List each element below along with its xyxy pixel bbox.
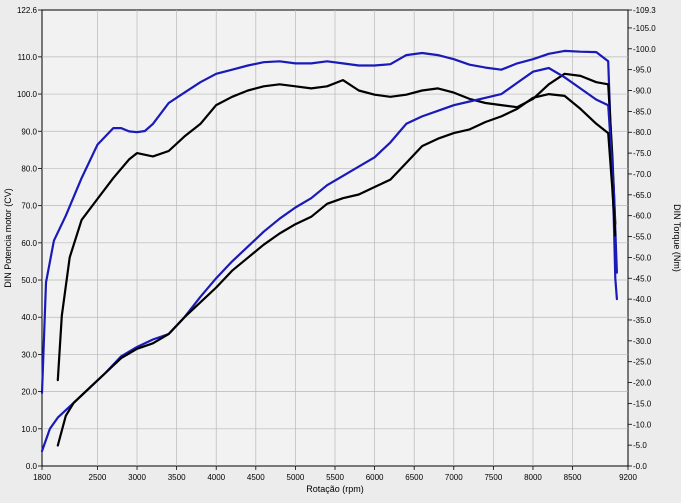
y-right-tick-label: -65.0 — [633, 191, 652, 200]
y-right-tick-label: -40.0 — [633, 295, 652, 304]
y-left-tick-label: 50.0 — [21, 276, 37, 285]
y-axis-right: -0.0 -5.0 -10.0 -15.0 -20.0 -25.0 -30.0 -35.0 -4… — [628, 6, 656, 471]
x-tick-label: 7500 — [484, 473, 502, 482]
x-tick-label: 8000 — [524, 473, 542, 482]
power-curve-black — [56, 92, 617, 447]
y-axis-right-title: DIN Torque (Nm) — [672, 204, 681, 272]
y-right-tick-label: -60.0 — [633, 212, 652, 221]
x-tick-label: 5500 — [326, 473, 344, 482]
y-left-tick-label: 10.0 — [21, 425, 37, 434]
y-left-tick-label: 0.0 — [26, 462, 38, 471]
y-left-tick-label: 40.0 — [21, 313, 37, 322]
x-tick-label: 3500 — [168, 473, 186, 482]
y-right-tick-label: -15.0 — [633, 399, 652, 408]
x-tick-label: 4500 — [247, 473, 265, 482]
y-left-tick-label: 122.6 — [17, 6, 38, 15]
y-left-tick-label: 30.0 — [21, 350, 37, 359]
y-right-tick-label: -35.0 — [633, 316, 652, 325]
x-tick-label: 1800 — [33, 473, 51, 482]
power-curve-blue — [40, 66, 619, 453]
torque-curve-blue — [40, 49, 619, 395]
y-axis-left-title: DIN Potencia motor (CV) — [3, 188, 13, 288]
y-right-tick-label: -80.0 — [633, 128, 652, 137]
y-right-tick-label: -70.0 — [633, 170, 652, 179]
y-right-tick-label: -100.0 — [633, 45, 656, 54]
y-right-tick-label: -45.0 — [633, 274, 652, 283]
x-axis-title: Rotação (rpm) — [306, 484, 364, 494]
y-right-tick-label: -0.0 — [633, 462, 647, 471]
y-right-tick-label: -95.0 — [633, 66, 652, 75]
y-right-tick-label: -75.0 — [633, 149, 652, 158]
y-axis-left: 0.0 10.0 20.0 30.0 40.0 50.0 60.0 70.0 80.0 90.0 1… — [17, 6, 42, 471]
x-tick-label: 9200 — [619, 473, 637, 482]
y-right-tick-label: -105.0 — [633, 24, 656, 33]
y-left-tick-label: 20.0 — [21, 388, 37, 397]
y-right-tick-label: -85.0 — [633, 107, 652, 116]
torque-curve-black — [56, 72, 617, 382]
y-right-tick-label: -90.0 — [633, 87, 652, 96]
y-right-tick-label: -50.0 — [633, 253, 652, 262]
y-right-tick-label: -55.0 — [633, 233, 652, 242]
x-tick-label: 6500 — [405, 473, 423, 482]
y-right-tick-label: -30.0 — [633, 337, 652, 346]
y-right-tick-label: -20.0 — [633, 379, 652, 388]
x-tick-label: 8500 — [564, 473, 582, 482]
x-tick-label: 3000 — [128, 473, 146, 482]
y-left-tick-label: 70.0 — [21, 202, 37, 211]
y-left-tick-label: 110.0 — [18, 53, 38, 62]
x-tick-label: 7000 — [445, 473, 463, 482]
x-tick-label: 6000 — [366, 473, 384, 482]
x-tick-label: 4000 — [207, 473, 225, 482]
y-right-tick-label: -5.0 — [633, 441, 647, 450]
x-axis: 1800 2500 3000 3500 4000 4500 5000 5500 6000 6500… — [33, 466, 637, 482]
y-right-tick-label: -25.0 — [633, 358, 652, 367]
x-tick-label: 5000 — [287, 473, 305, 482]
y-right-tick-label: -109.3 — [633, 6, 656, 15]
x-tick-label: 2500 — [89, 473, 107, 482]
series-layer — [40, 49, 619, 453]
y-left-tick-label: 60.0 — [21, 239, 37, 248]
y-left-tick-label: 90.0 — [21, 127, 37, 136]
y-left-tick-label: 100.0 — [17, 90, 38, 99]
y-right-tick-label: -10.0 — [633, 420, 652, 429]
y-left-tick-label: 80.0 — [21, 164, 37, 173]
